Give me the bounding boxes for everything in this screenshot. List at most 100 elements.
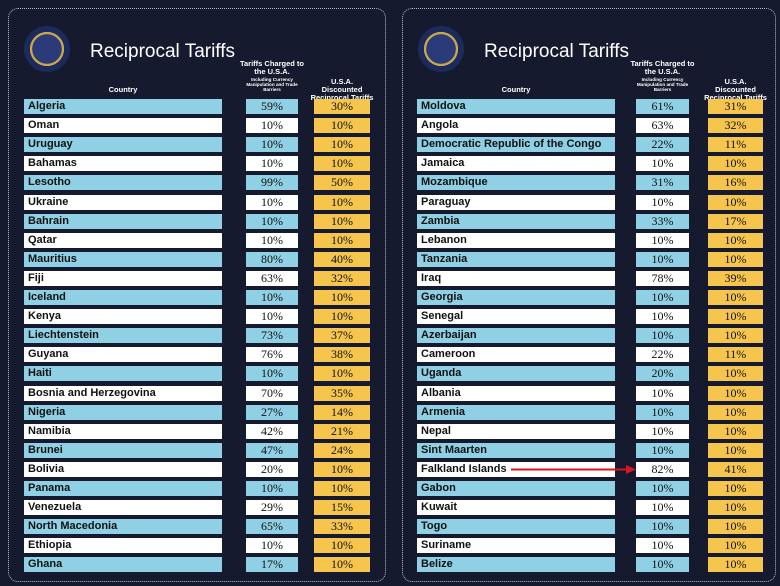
charged-cell: 61% — [636, 99, 689, 114]
country-cell: Lesotho — [24, 175, 222, 191]
charged-cell: 10% — [246, 290, 298, 305]
reciprocal-cell: 24% — [314, 442, 370, 458]
charged-cell: 10% — [246, 194, 298, 210]
reciprocal-cell: 10% — [708, 194, 763, 210]
charged-cell: 10% — [636, 328, 689, 344]
reciprocal-cell: 16% — [708, 175, 763, 191]
country-cell: Ghana — [24, 557, 222, 573]
header-country: Country — [108, 85, 138, 94]
country-cell: Nepal — [417, 423, 615, 439]
panel-title: Reciprocal Tariffs — [90, 41, 236, 62]
charged-cell: 10% — [246, 366, 298, 382]
reciprocal-cell: 10% — [708, 290, 763, 305]
charged-cell: 73% — [246, 328, 298, 344]
charged-cell: 47% — [246, 442, 298, 458]
reciprocal-cell: 10% — [708, 328, 763, 344]
charged-cell: 10% — [636, 481, 689, 496]
charged-cell: 10% — [636, 385, 689, 401]
reciprocal-cell: 35% — [314, 385, 370, 401]
country-cell: Bosnia and Herzegovina — [24, 385, 222, 401]
reciprocal-cell: 10% — [314, 290, 370, 305]
country-cell: Mauritius — [24, 251, 222, 267]
country-cell: Gabon — [417, 481, 615, 496]
panel — [8, 8, 386, 582]
country-cell: Tanzania — [417, 251, 615, 267]
reciprocal-cell: 17% — [708, 213, 763, 229]
country-cell: Qatar — [24, 232, 222, 248]
panel — [402, 8, 776, 582]
reciprocal-cell: 10% — [314, 557, 370, 573]
reciprocal-cell: 10% — [708, 232, 763, 248]
country-cell: Kenya — [24, 309, 222, 325]
reciprocal-cell: 14% — [314, 404, 370, 420]
charged-cell: 82% — [636, 461, 689, 477]
charged-cell: 10% — [636, 538, 689, 554]
reciprocal-cell: 37% — [314, 328, 370, 344]
charged-cell: 63% — [636, 118, 689, 134]
charged-cell: 76% — [246, 347, 298, 363]
country-cell: Uruguay — [24, 137, 222, 153]
reciprocal-cell: 10% — [708, 423, 763, 439]
reciprocal-cell: 21% — [314, 423, 370, 439]
charged-cell: 29% — [246, 500, 298, 516]
country-cell: Venezuela — [24, 500, 222, 516]
reciprocal-cell: 32% — [708, 118, 763, 134]
reciprocal-cell: 10% — [708, 385, 763, 401]
country-cell: Liechtenstein — [24, 328, 222, 344]
country-cell: Ethiopia — [24, 538, 222, 554]
reciprocal-cell: 10% — [314, 538, 370, 554]
reciprocal-cell: 10% — [314, 461, 370, 477]
charged-cell: 10% — [246, 213, 298, 229]
reciprocal-cell: 41% — [708, 461, 763, 477]
country-cell: Namibia — [24, 423, 222, 439]
charged-cell: 99% — [246, 175, 298, 191]
charged-cell: 10% — [246, 118, 298, 134]
reciprocal-cell: 10% — [314, 194, 370, 210]
seal — [24, 26, 70, 72]
country-cell: Ukraine — [24, 194, 222, 210]
country-cell: Brunei — [24, 442, 222, 458]
charged-cell: 10% — [636, 309, 689, 325]
charged-cell: 63% — [246, 270, 298, 286]
country-cell: Suriname — [417, 538, 615, 554]
panel-title: Reciprocal Tariffs — [484, 41, 630, 62]
country-cell: Jamaica — [417, 156, 615, 172]
country-cell: Angola — [417, 118, 615, 134]
charged-cell: 17% — [246, 557, 298, 573]
country-cell: Lebanon — [417, 232, 615, 248]
country-cell: Belize — [417, 557, 615, 573]
reciprocal-cell: 10% — [708, 481, 763, 496]
country-cell: Haiti — [24, 366, 222, 382]
country-cell: Cameroon — [417, 347, 615, 363]
charged-cell: 20% — [246, 461, 298, 477]
charged-cell: 65% — [246, 519, 298, 535]
country-cell: Nigeria — [24, 404, 222, 420]
charged-cell: 10% — [636, 251, 689, 267]
country-cell: Azerbaijan — [417, 328, 615, 344]
reciprocal-cell: 10% — [314, 232, 370, 248]
charged-cell: 33% — [636, 213, 689, 229]
reciprocal-cell: 40% — [314, 251, 370, 267]
arrow-head — [626, 465, 636, 474]
reciprocal-cell: 31% — [708, 99, 763, 114]
country-cell: Bahrain — [24, 213, 222, 229]
header-charged-note: Including Currency Manipulation and Trad… — [636, 77, 689, 92]
reciprocal-cell: 10% — [314, 213, 370, 229]
charged-cell: 10% — [246, 137, 298, 153]
country-cell: North Macedonia — [24, 519, 222, 535]
charged-cell: 70% — [246, 385, 298, 401]
reciprocal-cell: 50% — [314, 175, 370, 191]
charged-cell: 10% — [636, 290, 689, 305]
country-cell: Mozambique — [417, 175, 615, 191]
reciprocal-cell: 15% — [314, 500, 370, 516]
country-cell: Oman — [24, 118, 222, 134]
reciprocal-cell: 10% — [708, 251, 763, 267]
seal — [418, 26, 464, 72]
reciprocal-cell: 10% — [708, 538, 763, 554]
reciprocal-cell: 39% — [708, 270, 763, 286]
reciprocal-cell: 30% — [314, 99, 370, 114]
reciprocal-cell: 10% — [708, 309, 763, 325]
charged-cell: 10% — [636, 404, 689, 420]
charged-cell: 10% — [636, 232, 689, 248]
